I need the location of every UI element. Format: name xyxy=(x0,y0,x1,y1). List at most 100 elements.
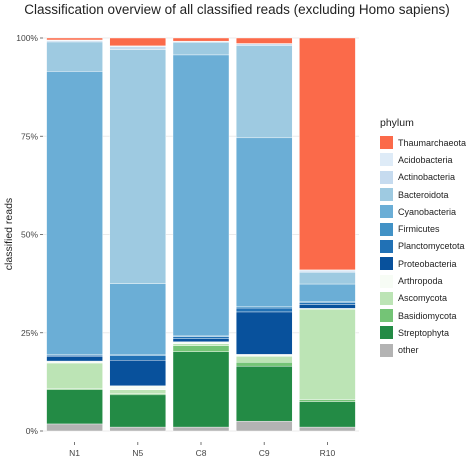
chart-title: Classification overview of all classifie… xyxy=(24,2,450,17)
legend-item-bacteroidota: Bacteroidota xyxy=(380,186,466,203)
bar-segment-N5-planctomycetota xyxy=(109,355,167,361)
bar-segment-C9-basidiomycota xyxy=(235,362,293,367)
x-axis-ticks: N1 N5 C8 C9 R10 xyxy=(69,442,335,458)
bar-segment-C8-cyanobacteria xyxy=(172,54,230,337)
bar-segment-N1-proteobacteria xyxy=(46,356,103,362)
bar-segment-C9-streptophyta xyxy=(235,365,293,422)
bar-segment-R10-cyanobacteria xyxy=(299,283,356,302)
legend-label: Thaumarchaeota xyxy=(398,137,467,148)
bar-segment-N5-actinobacteria xyxy=(109,46,167,50)
bar-segment-C9-bacteroidota xyxy=(235,45,293,139)
bar-segment-N1-other xyxy=(46,423,103,432)
legend-item-other: other xyxy=(380,342,466,359)
bar-segment-C9-ascomycota xyxy=(235,356,293,363)
legend-item-planctomycetota: Planctomycetota xyxy=(380,238,466,255)
legend-swatch xyxy=(380,343,393,357)
bar-segment-N1-cyanobacteria xyxy=(46,71,103,355)
bar-segment-C9-arthropoda xyxy=(235,354,293,357)
legend-item-actinobacteria: Actinobacteria xyxy=(380,169,466,186)
y-axis-label: classified reads xyxy=(3,198,15,270)
bar-segment-R10-ascomycota xyxy=(299,308,356,400)
bar-segment-N5-thaumarchaeota xyxy=(109,37,167,47)
bar-segment-C8-proteobacteria xyxy=(172,338,230,342)
bar-segment-N5-ascomycota xyxy=(109,389,167,394)
bars xyxy=(46,37,356,432)
legend-item-firmicutes: Firmicutes xyxy=(380,220,466,237)
bar-segment-C9-cyanobacteria xyxy=(235,137,293,308)
legend-item-ascomycota: Ascomycota xyxy=(380,290,466,307)
legend-label: Ascomycota xyxy=(398,293,448,304)
bar-segment-C8-bacteroidota xyxy=(172,42,230,56)
bar-segment-R10-proteobacteria xyxy=(299,304,356,309)
bar-segment-C9-other xyxy=(235,420,293,432)
legend-swatch xyxy=(380,205,393,219)
legend-swatch xyxy=(380,257,393,271)
y-tick-label-1: 25% xyxy=(21,328,38,338)
bar-segment-N1-streptophyta xyxy=(46,389,103,425)
bar-segment-C9-actinobacteria xyxy=(235,43,293,46)
legend-item-acidobacteria: Acidobacteria xyxy=(380,151,466,168)
bar-segment-N1-ascomycota xyxy=(46,362,103,389)
bar-segment-N5-bacteroidota xyxy=(109,49,167,284)
legend-label: Firmicutes xyxy=(398,224,440,235)
legend-swatch xyxy=(380,153,393,167)
legend-item-proteobacteria: Proteobacteria xyxy=(380,255,466,272)
x-tick-label-C8: C8 xyxy=(196,448,207,458)
y-tick-label-0: 0% xyxy=(26,426,39,436)
bar-segment-N1-thaumarchaeota xyxy=(46,37,103,41)
legend-title: phylum xyxy=(380,117,414,129)
x-tick-label-N1: N1 xyxy=(69,448,80,458)
bar-segment-C8-basidiomycota xyxy=(172,345,230,352)
legend-items: Thaumarchaeota Acidobacteria Actinobacteri… xyxy=(380,134,466,359)
x-tick-label-C9: C9 xyxy=(259,448,270,458)
y-tick-label-3: 75% xyxy=(21,131,38,141)
y-axis-ticks: 0% 25% 50% 75% 100% xyxy=(16,33,43,436)
bar-segment-C8-other xyxy=(172,426,230,432)
legend-swatch xyxy=(380,309,393,323)
legend-item-streptophyta: Streptophyta xyxy=(380,324,466,341)
legend-swatch xyxy=(380,188,393,202)
bar-segment-R10-thaumarchaeota xyxy=(299,37,356,271)
legend-label: Acidobacteria xyxy=(398,154,453,165)
bar-segment-R10-planctomycetota xyxy=(299,302,356,305)
legend: phylum Thaumarchaeota Acidobacteria Actino… xyxy=(380,117,466,359)
legend-label: Planctomycetota xyxy=(398,241,465,252)
legend-label: Proteobacteria xyxy=(398,258,457,269)
legend-item-cyanobacteria: Cyanobacteria xyxy=(380,203,466,220)
bar-segment-N5-arthropoda xyxy=(109,385,167,390)
legend-swatch xyxy=(380,170,393,184)
x-tick-label-N5: N5 xyxy=(132,448,143,458)
bar-segment-C8-thaumarchaeota xyxy=(172,37,230,42)
bar-segment-C8-planctomycetota xyxy=(172,336,230,339)
legend-item-arthropoda: Arthropoda xyxy=(380,272,466,289)
bar-segment-C9-proteobacteria xyxy=(235,311,293,355)
bar-segment-C9-thaumarchaeota xyxy=(235,37,293,44)
legend-label: other xyxy=(398,345,419,356)
bar-segment-C8-streptophyta xyxy=(172,351,230,428)
x-tick-label-R10: R10 xyxy=(320,448,336,458)
bar-segment-N5-streptophyta xyxy=(109,394,167,428)
bar-segment-R10-other xyxy=(299,426,356,432)
legend-swatch xyxy=(380,291,393,305)
legend-swatch xyxy=(380,222,393,236)
legend-label: Arthropoda xyxy=(398,276,443,287)
legend-label: Streptophyta xyxy=(398,327,450,338)
bar-segment-R10-bacteroidota xyxy=(299,272,356,285)
bar-segment-N5-proteobacteria xyxy=(109,360,167,387)
legend-item-basidiomycota: Basidiomycota xyxy=(380,307,466,324)
bar-segment-R10-basidiomycota xyxy=(299,399,356,402)
legend-item-thaumarchaeota: Thaumarchaeota xyxy=(380,134,466,151)
legend-label: Cyanobacteria xyxy=(398,206,457,217)
bar-segment-R10-streptophyta xyxy=(299,401,356,428)
y-tick-label-2: 50% xyxy=(21,230,38,240)
bar-segment-N5-other xyxy=(109,426,167,432)
bar-segment-N5-cyanobacteria xyxy=(109,283,167,355)
legend-label: Bacteroidota xyxy=(398,189,449,200)
legend-swatch xyxy=(380,326,393,340)
y-tick-label-4: 100% xyxy=(16,33,38,43)
legend-label: Actinobacteria xyxy=(398,172,456,183)
bar-segment-C8-ascomycota xyxy=(172,343,230,346)
bar-segment-N1-arthropoda xyxy=(46,360,103,364)
legend-swatch xyxy=(380,136,393,150)
